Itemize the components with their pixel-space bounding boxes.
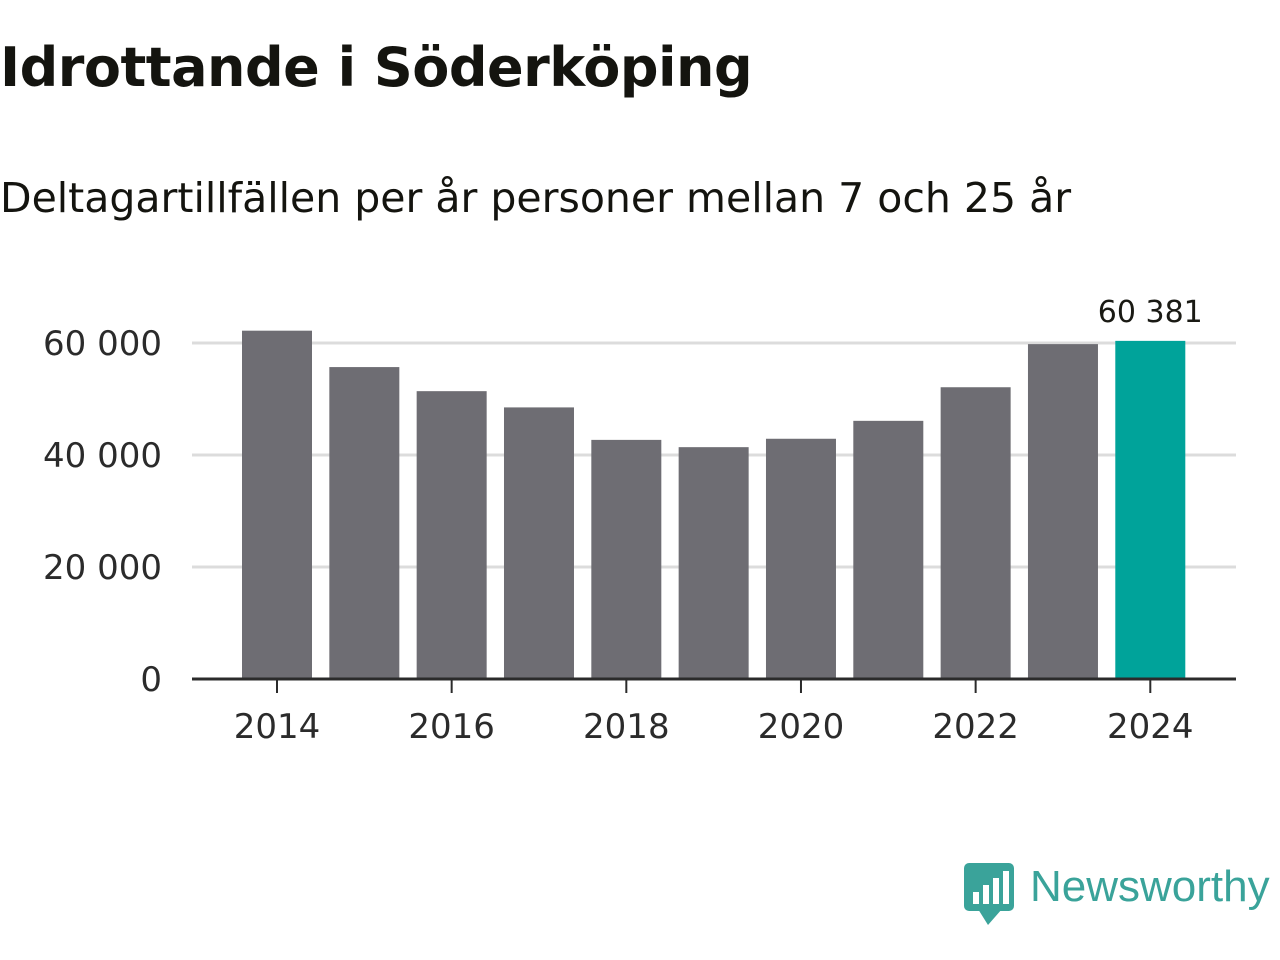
x-tick-label: 2020 [758, 707, 845, 747]
y-tick-label: 0 [140, 660, 162, 700]
bar [591, 439, 662, 679]
x-tick-label: 2024 [1107, 707, 1194, 747]
bar [416, 391, 487, 679]
bar [678, 447, 749, 679]
x-tick-label: 2022 [932, 707, 1019, 747]
bar [940, 387, 1011, 679]
bar [853, 420, 924, 679]
y-tick-label: 60 000 [43, 324, 162, 364]
newsworthy-brand: Newsworthy [964, 862, 1270, 928]
bar [1027, 344, 1098, 679]
y-tick-label: 20 000 [43, 548, 162, 588]
axes [192, 677, 1236, 693]
bars [242, 330, 1186, 679]
highlight-value-label: 60 381 [1098, 295, 1203, 330]
labels: 0 20 000 40 000 60 000 2014 2016 2018 2020 2022 2… [43, 295, 1203, 747]
x-tick-label: 2018 [583, 707, 670, 747]
bar [765, 438, 836, 679]
bar [329, 367, 400, 679]
brand-name: Newsworthy [1030, 862, 1270, 911]
x-tick-label: 2014 [234, 707, 321, 747]
y-tick-label: 40 000 [43, 436, 162, 476]
chart-title: Idrottande i Söderköping [0, 36, 753, 99]
bar [503, 407, 574, 679]
bar-chart: 0 20 000 40 000 60 000 2014 2016 2018 2020 2022 2… [43, 295, 1236, 747]
bar [242, 330, 312, 679]
bar-highlight [1115, 340, 1186, 679]
x-tick-label: 2016 [408, 707, 495, 747]
chart-subtitle: Deltagartillfällen per år personer mella… [0, 174, 1072, 222]
newsworthy-logo-icon [964, 863, 1014, 925]
